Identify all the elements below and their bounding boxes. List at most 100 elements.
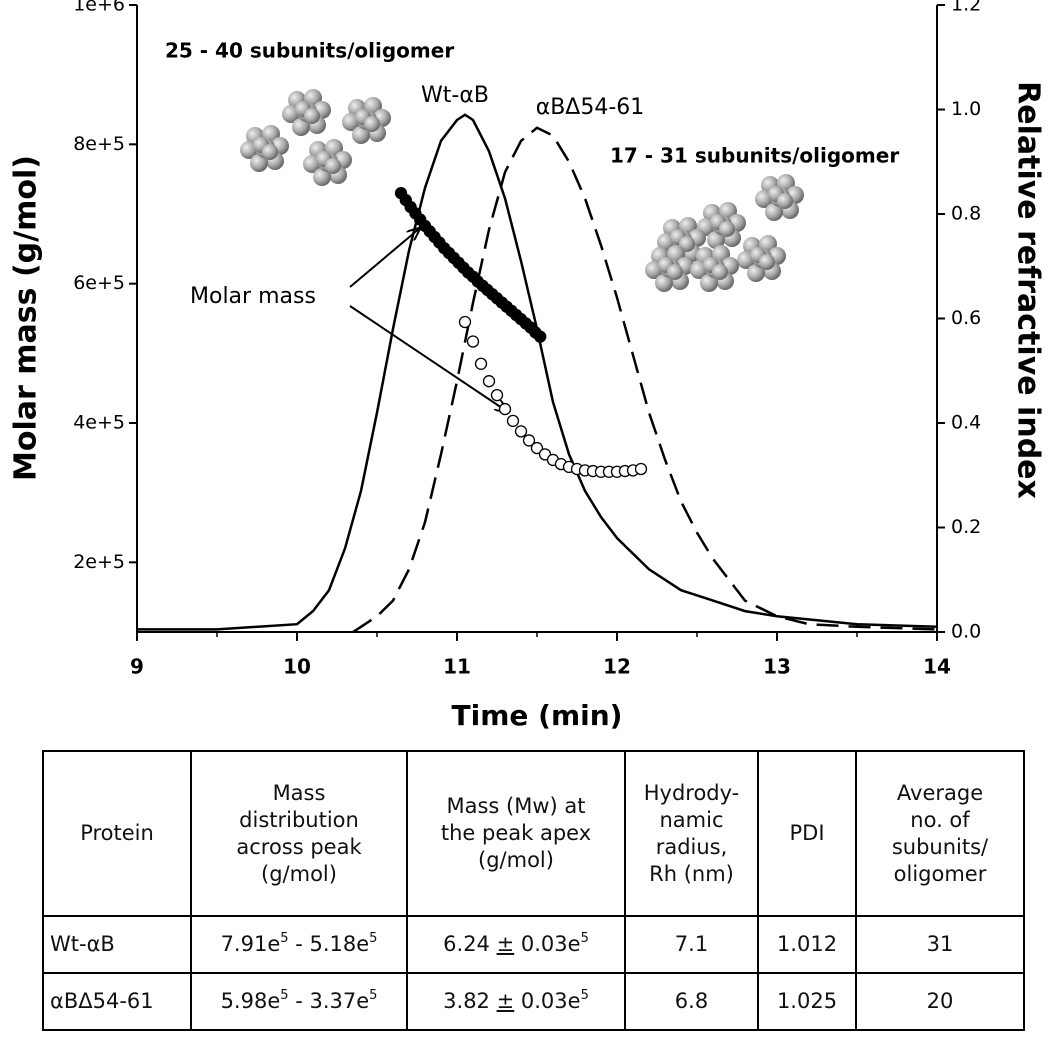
cell-text: 5 bbox=[280, 931, 289, 946]
cell-text: 5 bbox=[369, 988, 378, 1003]
table-cell: 6.8 bbox=[624, 972, 759, 1031]
table-cell: 7.1 bbox=[624, 915, 759, 974]
header-line: subunits/ bbox=[891, 834, 989, 859]
cell-text: - 5.18e bbox=[288, 932, 370, 956]
cell-text: ± bbox=[496, 932, 515, 956]
header-line: (g/mol) bbox=[261, 861, 337, 886]
y2-tick-label: 0.2 bbox=[951, 516, 981, 538]
table-cell: Wt-αB bbox=[42, 915, 192, 974]
mass-point bbox=[482, 375, 496, 388]
x-tick-label: 14 bbox=[923, 655, 951, 679]
cell-text: - 3.37e bbox=[288, 989, 370, 1013]
arrow bbox=[349, 228, 420, 288]
cell-text: 5 bbox=[369, 931, 378, 946]
chart: Time (min) Molar mass (g/mol) Relative r… bbox=[9, 0, 1046, 732]
header-line: Mass bbox=[272, 780, 326, 805]
table-cell: αBΔ54-61 bbox=[42, 972, 192, 1031]
table-cell: 7.91e5 - 5.18e5 bbox=[190, 915, 408, 974]
data-row: Wt-αB 7.91e5 - 5.18e5 6.24 ± 0.03e5 7.1 1.01… bbox=[42, 915, 1025, 974]
header-cell: Mass distribution across peak (g/mol) bbox=[190, 750, 408, 917]
header-cell: Mass (Mw) at the peak apex (g/mol) bbox=[406, 750, 626, 917]
header-line: Average bbox=[896, 780, 984, 805]
header-line: Protein bbox=[80, 821, 154, 845]
cell-text: 0.03e bbox=[514, 932, 581, 956]
cell-text: 5 bbox=[280, 988, 289, 1003]
oligomer-icon bbox=[240, 125, 289, 172]
y2-tick-label: 1.2 bbox=[951, 0, 981, 16]
oligomer-icon bbox=[737, 235, 786, 282]
header-line: oligomer bbox=[893, 861, 987, 886]
y-tick-label: 8e+5 bbox=[73, 133, 125, 155]
oligomer-icon bbox=[690, 245, 739, 292]
header-line: PDI bbox=[789, 821, 825, 845]
header-line: Rh (nm) bbox=[649, 861, 734, 886]
y2-tick-label: 0.6 bbox=[951, 307, 981, 329]
mass-point bbox=[458, 315, 472, 329]
header-line: Hydrody- bbox=[643, 780, 740, 805]
cell-text: 5.98e bbox=[220, 989, 281, 1013]
cell-text: 7.91e bbox=[220, 932, 281, 956]
table-cell: 1.025 bbox=[757, 972, 857, 1031]
x-tick-label: 10 bbox=[283, 655, 311, 679]
y2-tick-label: 0.0 bbox=[951, 621, 981, 643]
mass-point bbox=[530, 441, 544, 455]
x-tick-label: 13 bbox=[763, 655, 791, 679]
cell-text: ± bbox=[496, 989, 515, 1013]
table-cell: 6.24 ± 0.03e5 bbox=[406, 915, 626, 974]
y-tick-label: 6e+5 bbox=[73, 272, 125, 294]
cell-text: 3.82 bbox=[443, 989, 497, 1013]
oligomer-icon bbox=[755, 174, 804, 221]
mass-point bbox=[490, 388, 504, 402]
x-axis-title: Time (min) bbox=[452, 699, 623, 732]
mass-point bbox=[634, 462, 648, 476]
cell-text: 6.24 bbox=[443, 932, 497, 956]
header-line: (g/mol) bbox=[478, 848, 554, 872]
y-axis-title: Molar mass (g/mol) bbox=[9, 155, 44, 481]
x-tick-label: 11 bbox=[443, 655, 471, 679]
annotation: Wt-αB bbox=[421, 83, 489, 108]
table-cell: 31 bbox=[855, 915, 1025, 974]
cell-text: 5 bbox=[580, 988, 589, 1003]
header-cell: PDI bbox=[757, 750, 857, 917]
annotation: 25 - 40 subunits/oligomer bbox=[165, 39, 454, 63]
header-line: distribution bbox=[239, 807, 359, 832]
header-line: Mass (Mw) at bbox=[446, 794, 586, 818]
cell-text: 5 bbox=[580, 931, 589, 946]
oligomer-icon bbox=[342, 97, 391, 144]
y-tick-label: 2e+5 bbox=[73, 551, 125, 573]
ri-line bbox=[137, 113, 938, 631]
header-line: across peak bbox=[236, 834, 362, 859]
annotation: Molar mass bbox=[190, 284, 316, 309]
y-tick-label: 4e+5 bbox=[73, 412, 125, 434]
annotation: 17 - 31 subunits/oligomer bbox=[610, 144, 899, 168]
y-tick-label: 1e+6 bbox=[73, 0, 125, 16]
x-tick-label: 9 bbox=[130, 655, 144, 679]
header-line: no. of bbox=[910, 807, 970, 832]
oligomer-icon bbox=[303, 139, 352, 186]
table-cell: 20 bbox=[855, 972, 1025, 1031]
y2-tick-label: 0.8 bbox=[951, 203, 981, 225]
y2-axis-title: Relative refractive index bbox=[1011, 81, 1046, 499]
summary-table: Protein Mass distribution across peak (g/mol… bbox=[42, 750, 1025, 1031]
header-line: namic bbox=[659, 807, 724, 832]
oligomer-icon bbox=[282, 89, 331, 136]
data-row: αBΔ54-61 5.98e5 - 3.37e5 3.82 ± 0.03e5 6.8 1… bbox=[42, 972, 1025, 1031]
header-cell: Average no. of subunits/oligomer bbox=[855, 750, 1025, 917]
mass-point bbox=[466, 335, 480, 348]
header-cell: Hydrody-namic radius, Rh (nm) bbox=[624, 750, 759, 917]
ri-line bbox=[352, 126, 938, 634]
table-cell: 1.012 bbox=[757, 915, 857, 974]
table-cell: 3.82 ± 0.03e5 bbox=[406, 972, 626, 1031]
mass-point bbox=[498, 402, 512, 416]
mass-point bbox=[534, 330, 547, 343]
table-cell: 5.98e5 - 3.37e5 bbox=[190, 972, 408, 1031]
header-line: radius, bbox=[655, 834, 728, 859]
mass-point bbox=[514, 425, 528, 438]
mass-point bbox=[506, 414, 520, 428]
cell-text: 0.03e bbox=[514, 989, 581, 1013]
mass-point bbox=[522, 434, 536, 447]
header-cell: Protein bbox=[42, 750, 192, 917]
y2-tick-label: 1.0 bbox=[951, 98, 981, 120]
annotation: αBΔ54-61 bbox=[536, 95, 645, 120]
